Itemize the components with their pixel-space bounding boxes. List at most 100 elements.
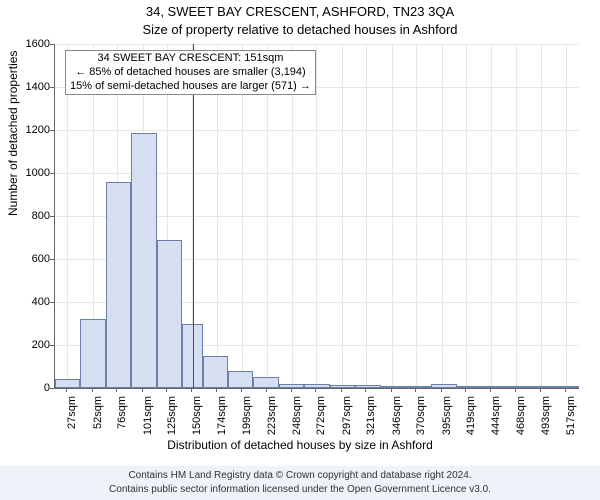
histogram-bar xyxy=(157,240,182,388)
gridline-v xyxy=(566,44,567,388)
y-tick-label: 1000 xyxy=(26,167,50,179)
histogram-bar xyxy=(457,386,482,388)
x-tick-mark xyxy=(291,388,292,392)
histogram-bar xyxy=(482,386,507,388)
page-subtitle: Size of property relative to detached ho… xyxy=(0,22,600,37)
histogram-bar xyxy=(80,319,105,388)
histogram-bar xyxy=(131,133,156,388)
gridline-v xyxy=(491,44,492,388)
y-tick-mark xyxy=(50,216,54,217)
reference-line xyxy=(193,44,194,388)
gridline-v xyxy=(267,44,268,388)
histogram-bar xyxy=(406,386,431,388)
histogram-bar xyxy=(55,379,80,388)
x-tick-label: 248sqm xyxy=(291,396,303,436)
chart-area: 34 SWEET BAY CRESCENT: 151sqm← 85% of de… xyxy=(54,44,579,389)
license-footer: Contains HM Land Registry data © Crown c… xyxy=(0,466,600,500)
x-tick-label: 272sqm xyxy=(315,396,327,436)
y-tick-mark xyxy=(50,259,54,260)
x-tick-mark xyxy=(116,388,117,392)
x-tick-mark xyxy=(241,388,242,392)
histogram-bar xyxy=(355,385,380,388)
y-tick-label: 1600 xyxy=(26,38,50,50)
x-tick-label: 174sqm xyxy=(216,396,228,436)
gridline-v xyxy=(217,44,218,388)
histogram-bar xyxy=(381,386,406,388)
x-tick-label: 199sqm xyxy=(241,396,253,436)
x-tick-mark xyxy=(365,388,366,392)
x-tick-label: 395sqm xyxy=(441,396,453,436)
x-tick-mark xyxy=(191,388,192,392)
histogram-bar xyxy=(203,356,228,388)
x-tick-mark xyxy=(415,388,416,392)
gridline-v xyxy=(516,44,517,388)
gridline-v xyxy=(392,44,393,388)
gridline-v xyxy=(292,44,293,388)
annotation-line: ← 85% of detached houses are smaller (3,… xyxy=(70,66,311,80)
x-tick-label: 444sqm xyxy=(490,396,502,436)
y-tick-mark xyxy=(50,44,54,45)
x-tick-mark xyxy=(391,388,392,392)
y-tick-label: 800 xyxy=(32,210,50,222)
x-tick-label: 517sqm xyxy=(565,396,577,436)
x-tick-mark xyxy=(166,388,167,392)
x-tick-label: 76sqm xyxy=(116,396,128,436)
gridline-v xyxy=(541,44,542,388)
x-axis-label: Distribution of detached houses by size … xyxy=(0,438,600,452)
x-tick-label: 468sqm xyxy=(515,396,527,436)
page-title: 34, SWEET BAY CRESCENT, ASHFORD, TN23 3Q… xyxy=(0,4,600,19)
x-tick-mark xyxy=(66,388,67,392)
y-tick-label: 1200 xyxy=(26,124,50,136)
x-tick-mark xyxy=(142,388,143,392)
x-tick-mark xyxy=(465,388,466,392)
x-tick-label: 52sqm xyxy=(92,396,104,436)
histogram-bar xyxy=(559,386,579,388)
histogram-bar xyxy=(228,371,253,388)
histogram-bar xyxy=(253,377,278,388)
histogram-bar xyxy=(533,386,558,388)
x-tick-mark xyxy=(266,388,267,392)
y-tick-label: 1400 xyxy=(26,81,50,93)
gridline-v xyxy=(67,44,68,388)
x-tick-label: 297sqm xyxy=(341,396,353,436)
y-tick-mark xyxy=(50,173,54,174)
x-tick-mark xyxy=(565,388,566,392)
y-tick-label: 400 xyxy=(32,296,50,308)
gridline-v xyxy=(366,44,367,388)
y-tick-label: 200 xyxy=(32,339,50,351)
footer-line-2: Contains public sector information licen… xyxy=(6,483,594,497)
x-tick-mark xyxy=(92,388,93,392)
gridline-v xyxy=(316,44,317,388)
x-tick-mark xyxy=(216,388,217,392)
histogram-bar xyxy=(106,182,131,388)
x-tick-label: 101sqm xyxy=(142,396,154,436)
figure: 34, SWEET BAY CRESCENT, ASHFORD, TN23 3Q… xyxy=(0,0,600,500)
x-tick-mark xyxy=(515,388,516,392)
y-tick-mark xyxy=(50,388,54,389)
x-tick-label: 27sqm xyxy=(66,396,78,436)
gridline-v xyxy=(442,44,443,388)
y-tick-mark xyxy=(50,345,54,346)
x-tick-mark xyxy=(441,388,442,392)
histogram-bar xyxy=(304,384,329,388)
gridline-v xyxy=(342,44,343,388)
x-tick-mark xyxy=(540,388,541,392)
x-tick-label: 321sqm xyxy=(365,396,377,436)
gridline-v xyxy=(242,44,243,388)
x-tick-label: 346sqm xyxy=(391,396,403,436)
y-tick-mark xyxy=(50,130,54,131)
x-tick-label: 150sqm xyxy=(191,396,203,436)
plot-inner: 34 SWEET BAY CRESCENT: 151sqm← 85% of de… xyxy=(55,44,579,388)
x-tick-mark xyxy=(341,388,342,392)
x-tick-label: 493sqm xyxy=(540,396,552,436)
x-tick-mark xyxy=(490,388,491,392)
annotation-line: 15% of semi-detached houses are larger (… xyxy=(70,80,311,94)
y-tick-mark xyxy=(50,87,54,88)
histogram-bar xyxy=(182,324,202,389)
x-tick-label: 370sqm xyxy=(415,396,427,436)
annotation-box: 34 SWEET BAY CRESCENT: 151sqm← 85% of de… xyxy=(65,50,316,95)
x-tick-label: 125sqm xyxy=(166,396,178,436)
x-tick-mark xyxy=(315,388,316,392)
histogram-bar xyxy=(330,385,355,388)
y-tick-mark xyxy=(50,302,54,303)
